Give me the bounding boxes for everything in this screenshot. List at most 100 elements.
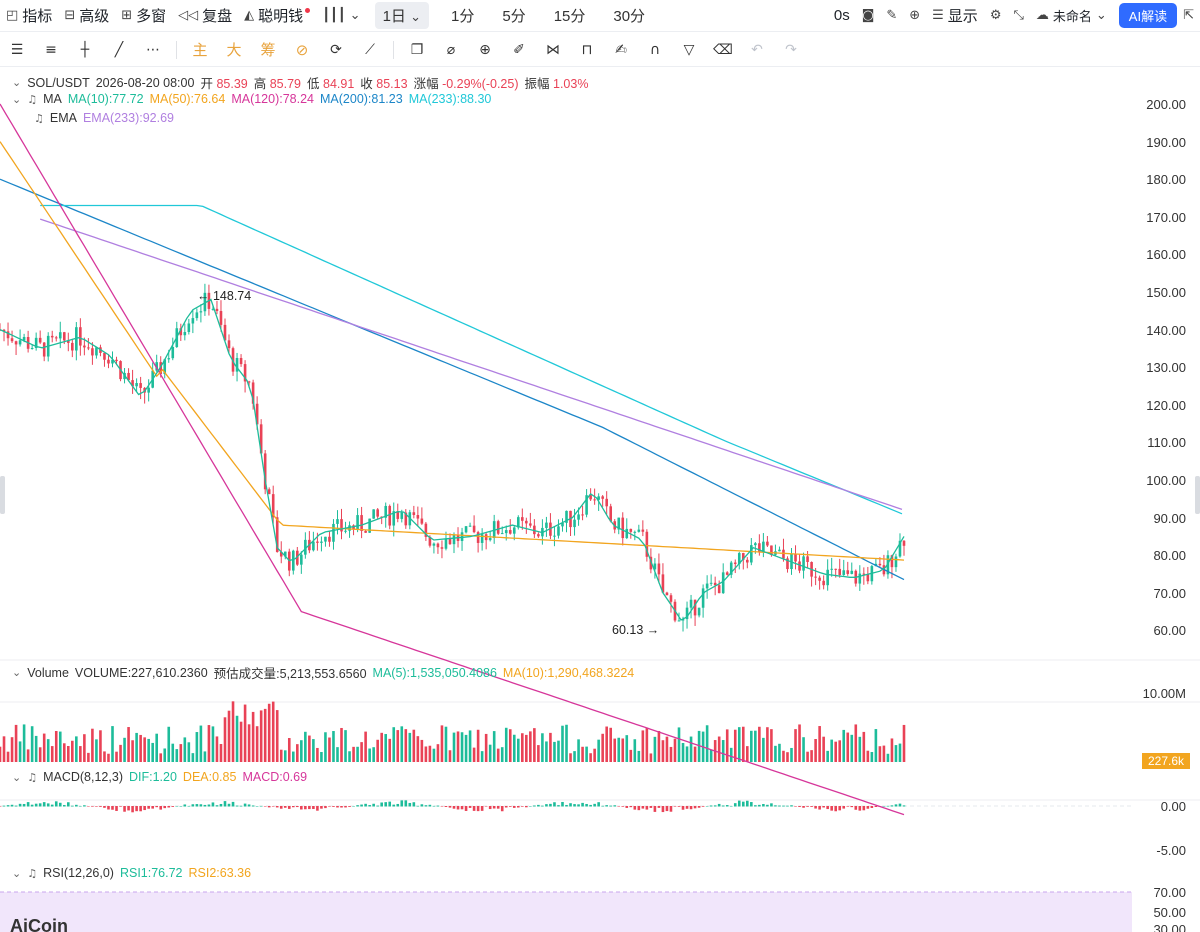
period-30m[interactable]: 30分	[613, 8, 646, 25]
zoom-icon[interactable]: ⊕	[479, 41, 491, 58]
candle-body	[392, 511, 396, 526]
collapse-icon[interactable]: ⌄	[12, 92, 22, 106]
lock-icon[interactable]: ⊓	[581, 41, 593, 58]
horizontal-line-icon[interactable]: ┼	[80, 41, 90, 58]
trend-line-icon[interactable]: ╱	[114, 41, 124, 58]
note-icon[interactable]: ✍	[615, 41, 627, 58]
ai-analysis-button[interactable]: AI解读	[1118, 3, 1178, 28]
menu-icon[interactable]: ☰	[10, 41, 24, 58]
candle-body	[167, 358, 171, 360]
candle-body	[376, 509, 379, 517]
volume-bar	[693, 746, 697, 762]
screenshot-button[interactable]: ◙	[856, 0, 881, 32]
timer-button[interactable]: 0s	[833, 7, 850, 24]
left-panel-toggle[interactable]	[0, 476, 5, 514]
indicators-button[interactable]: ◰ 指标	[0, 0, 58, 32]
candle-body	[557, 526, 560, 536]
volume-bar	[316, 747, 319, 762]
candle-type-button[interactable]: ┃┃┃ ⌄	[316, 0, 366, 32]
volume-bar	[822, 736, 825, 762]
ma120-line	[0, 103, 905, 816]
right-panel-toggle[interactable]	[1195, 476, 1200, 514]
collapse-icon[interactable]: ⌄	[12, 866, 22, 880]
magic-icon[interactable]: ⊘	[295, 41, 309, 59]
period-15m[interactable]: 15分	[553, 8, 586, 25]
candle-body	[384, 505, 388, 518]
volume-bar	[368, 748, 371, 762]
measure-icon[interactable]: ⌀	[446, 41, 456, 58]
volume-bar	[46, 739, 50, 762]
more-icon[interactable]: ⋯	[146, 41, 160, 58]
volume-bar	[786, 752, 789, 762]
macd-bar	[159, 806, 163, 810]
display-button[interactable]: ☰ 显示	[926, 0, 984, 32]
redo-icon[interactable]: ↷	[785, 41, 797, 58]
copy-icon[interactable]: ❐	[410, 41, 424, 58]
macd-bar	[364, 803, 367, 807]
volume-bar	[428, 745, 432, 762]
lines-icon[interactable]: ≡	[45, 41, 57, 58]
replay-button[interactable]: ◁◁ 复盘	[172, 0, 238, 32]
layout-button[interactable]: ☁ 未命名 ⌄	[1030, 0, 1113, 32]
bell-icon[interactable]: ♫	[34, 111, 44, 125]
share-button[interactable]: ⇱	[1177, 0, 1200, 32]
multi-window-button[interactable]: ⊞ 多窗	[115, 0, 172, 32]
macd-bar	[203, 804, 207, 807]
period-1m[interactable]: 1分	[451, 8, 475, 25]
smart-money-button[interactable]: ◭ 聪明钱	[238, 0, 316, 32]
chip-button[interactable]: 筹	[260, 42, 276, 59]
period-selector[interactable]: 1日 ⌄	[374, 2, 429, 29]
macd-bar	[653, 806, 657, 812]
candle-body	[661, 574, 665, 593]
macd-bar	[661, 806, 665, 813]
collapse-icon[interactable]: ⌄	[12, 770, 22, 784]
add-button[interactable]: ⊕	[903, 0, 926, 32]
filter-icon[interactable]: ▽	[683, 41, 695, 58]
low-price-annotation: 60.13 →	[612, 623, 659, 637]
settings-button[interactable]: ⚙	[984, 0, 1008, 32]
ema-label: EMA	[49, 111, 77, 125]
candle-body	[18, 340, 22, 345]
bell-icon[interactable]: ♫	[27, 770, 38, 784]
macd-bar	[569, 803, 572, 807]
price-axis-tick: 160.00	[1146, 247, 1186, 263]
main-button[interactable]: 主	[192, 42, 208, 59]
magnet-icon[interactable]: ∩	[649, 41, 661, 58]
volume-bar	[239, 721, 243, 762]
ruler-icon[interactable]: ⟋	[365, 41, 375, 58]
volume-bar	[508, 729, 512, 762]
pattern-icon[interactable]: ⋈	[546, 41, 560, 58]
smart-money-label: 聪明钱	[258, 8, 304, 25]
macd-bar	[243, 803, 247, 807]
volume-bar	[99, 730, 102, 762]
bell-icon[interactable]: ♫	[27, 92, 38, 106]
advanced-button[interactable]: ⊟ 高级	[58, 0, 115, 32]
undo-icon[interactable]: ↶	[751, 41, 763, 58]
volume-bar	[207, 725, 211, 762]
volume-axis-tick: 10.00M	[1142, 686, 1186, 701]
big-button[interactable]: 大	[226, 42, 242, 59]
macd-bar	[279, 806, 283, 809]
macd-bar	[484, 806, 488, 807]
volume-bar	[549, 732, 552, 762]
candle-body	[263, 453, 267, 490]
edit-button[interactable]: ✎	[880, 0, 903, 32]
sync-icon[interactable]: ⟳	[330, 41, 342, 58]
trash-icon[interactable]: ⌫	[713, 41, 733, 58]
macd-bar	[324, 806, 327, 809]
volume-bar	[372, 747, 375, 762]
price-axis-tick: 200.00	[1146, 97, 1186, 112]
macd-bar	[737, 800, 741, 807]
collapse-icon[interactable]: ⌄	[12, 666, 22, 679]
volume-bar	[597, 739, 600, 762]
chart-area[interactable]: ← 148.74 60.13 →	[0, 68, 1200, 932]
candle-body	[183, 331, 187, 336]
fullscreen-button[interactable]: ⤡	[1007, 0, 1029, 32]
chart-canvas[interactable]: ← 148.74 60.13 →	[0, 68, 1200, 932]
period-5m[interactable]: 5分	[502, 8, 526, 25]
brush-icon[interactable]: ✐	[513, 41, 525, 58]
macd-bar	[259, 805, 263, 807]
collapse-icon[interactable]: ⌄	[12, 76, 22, 89]
bell-icon[interactable]: ♫	[27, 866, 38, 880]
macd-bar	[316, 806, 319, 811]
